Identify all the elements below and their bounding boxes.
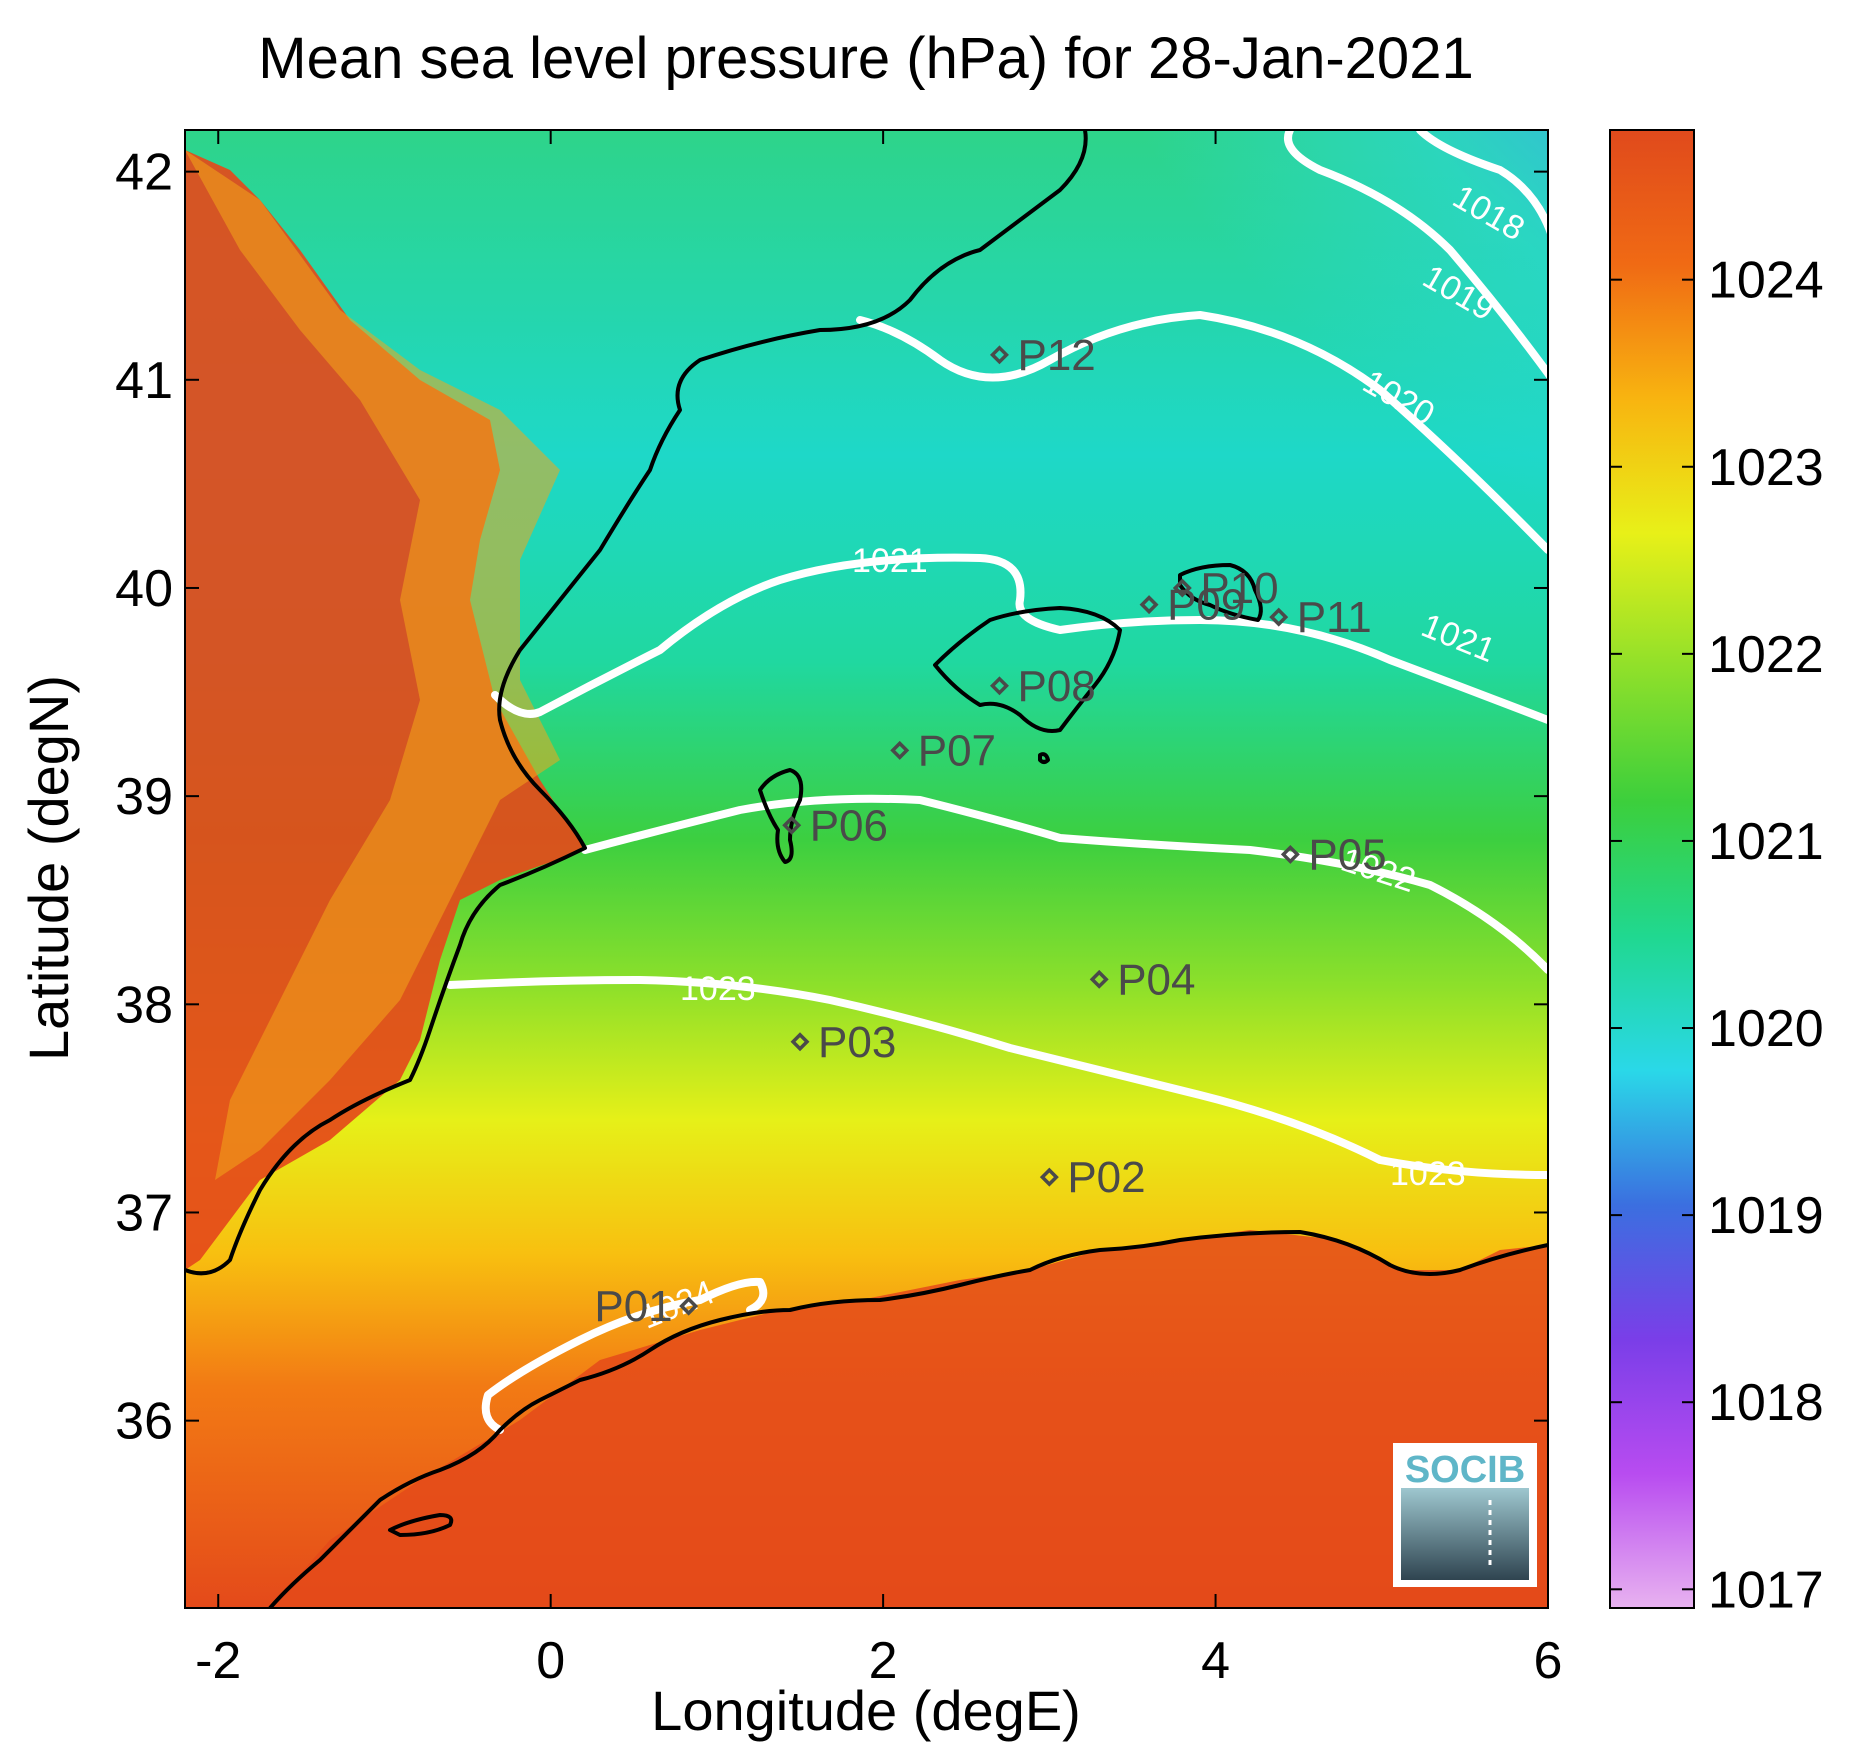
contour-label-1023-west: 1023 <box>680 970 756 1008</box>
cabrera-island <box>1038 752 1050 764</box>
contour-1022 <box>581 794 1548 974</box>
map-frame <box>184 129 1549 1609</box>
y-tick-label: 39 <box>115 768 173 826</box>
contour-1023 <box>446 976 1548 1179</box>
colorbar-tick-label: 1020 <box>1708 1000 1824 1058</box>
y-tick-label: 42 <box>115 144 173 202</box>
colorbar-ticks: 1017 1018 1019 1020 1021 1022 1023 1024 <box>1610 252 1824 1619</box>
y-tick-label: 38 <box>115 976 173 1034</box>
station-marker <box>1269 607 1289 627</box>
station-label: P11 <box>1297 593 1372 642</box>
contour-1018 <box>1416 130 1548 237</box>
contour-1019 <box>1284 130 1548 381</box>
x-tick-label: 4 <box>1201 1632 1230 1690</box>
y-axis-label: Latitude (degN) <box>17 675 80 1061</box>
colorbar-tick-label: 1017 <box>1708 1561 1824 1619</box>
station-marker <box>1089 969 1109 989</box>
station-marker <box>990 345 1009 365</box>
station-marker <box>1280 844 1300 864</box>
low-pressure-area <box>988 130 1548 650</box>
station-label: P04 <box>1117 955 1195 1004</box>
station-label: P05 <box>1308 830 1386 879</box>
station-marker <box>1039 1167 1059 1187</box>
station-marker <box>679 1296 699 1316</box>
station-label: P03 <box>818 1018 896 1067</box>
y-tick-label: 40 <box>115 560 173 618</box>
map-panel: 1018 1019 1020 1021 1021 1022 1023 1023 … <box>185 130 1548 1608</box>
x-axis-label: Longitude (degE) <box>651 1679 1081 1742</box>
station-marker <box>1172 578 1192 598</box>
contour-label-1021-west: 1021 <box>852 542 928 580</box>
station-label: P01 <box>594 1282 672 1331</box>
contour-1021-west <box>491 553 1548 724</box>
colorbar-scale <box>1609 129 1695 1609</box>
alboran-island <box>388 1513 454 1537</box>
station-label: P10 <box>1200 564 1278 613</box>
chart-title: Mean sea level pressure (hPa) for 28-Jan… <box>258 26 1473 91</box>
station-label: P08 <box>1017 662 1095 711</box>
x-tick-label: 2 <box>869 1632 898 1690</box>
colorbar-tick-label: 1024 <box>1708 252 1824 310</box>
station-label: P07 <box>918 726 996 775</box>
station-marker <box>890 740 910 760</box>
y-tick-label: 41 <box>115 352 173 410</box>
colorbar-tick-label: 1022 <box>1708 626 1824 684</box>
y-tick-label: 37 <box>115 1184 173 1242</box>
station-label: P09 <box>1167 581 1245 630</box>
x-axis-ticks: -2 0 2 4 6 <box>195 130 1562 1690</box>
socib-logo-text: SOCIB <box>1405 1449 1525 1491</box>
colorbar-tick-label: 1023 <box>1708 439 1824 497</box>
africa-coastline <box>268 1230 1548 1608</box>
y-tick-label: 36 <box>115 1393 173 1451</box>
station-label: P06 <box>810 801 888 850</box>
station-marker <box>790 1032 810 1052</box>
colorbar: 1017 1018 1019 1020 1021 1022 1023 1024 <box>1609 129 1824 1619</box>
iberia-transition <box>185 150 560 1180</box>
contour-1020 <box>856 311 1548 554</box>
africa-land <box>270 1230 1548 1608</box>
iberia-coastline <box>185 130 1088 1276</box>
menorca-island <box>1178 563 1263 622</box>
contour-1024 <box>481 1277 768 1434</box>
station-marker <box>782 815 802 835</box>
colorbar-tick-label: 1019 <box>1708 1187 1824 1245</box>
x-tick-label: -2 <box>195 1632 241 1690</box>
station-marker <box>1139 595 1159 615</box>
x-tick-label: 6 <box>1534 1632 1563 1690</box>
station-marker <box>990 676 1009 696</box>
colorbar-tick-label: 1021 <box>1708 813 1824 871</box>
mallorca-island <box>933 606 1122 733</box>
contour-label-1023-east: 1023 <box>1390 1155 1466 1193</box>
station-label: P12 <box>1017 331 1095 380</box>
y-axis-ticks: 36 37 38 39 40 41 42 <box>115 144 1548 1451</box>
socib-logo: SOCIB <box>1393 1443 1537 1587</box>
station-label: P02 <box>1067 1153 1145 1202</box>
x-tick-label: 0 <box>536 1632 565 1690</box>
ibiza-island <box>758 768 804 864</box>
colorbar-tick-label: 1018 <box>1708 1374 1824 1432</box>
